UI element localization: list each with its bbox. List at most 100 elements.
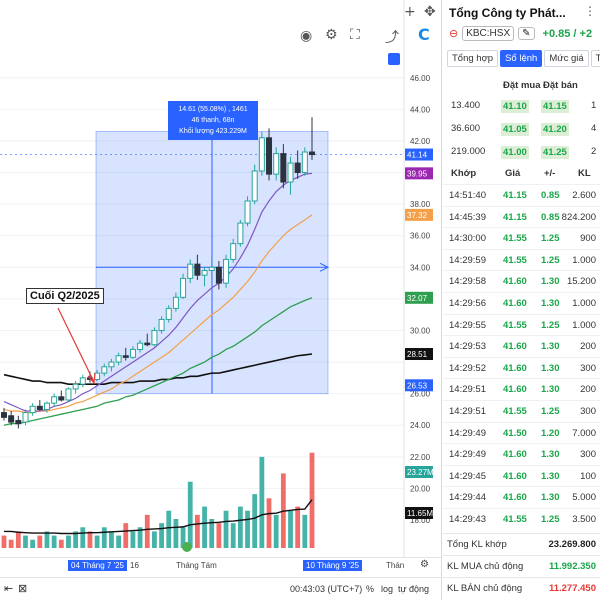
trade-change: 1.25 (541, 514, 560, 525)
candle-body (230, 243, 237, 260)
panel-tabs: Tổng hợp Sổ lệnh Mức giá Thố (447, 50, 600, 67)
volume-bar (80, 527, 86, 548)
summary-row: KL MUA chủ động 11.992.350 (443, 555, 600, 576)
time-axis[interactable]: 04 Tháng 7 '25 16 Tháng Tám 10 Tháng 9 '… (0, 557, 441, 574)
edit-icon[interactable]: ✎ (518, 27, 535, 40)
trade-time: 14:29:53 (449, 341, 486, 353)
trade-volume: 5.000 (572, 492, 596, 504)
trade-price: 41.55 (503, 514, 527, 525)
gear-icon[interactable]: ⚙ (325, 27, 338, 43)
volume-bar (1, 535, 7, 548)
ma-black-line (3, 353, 313, 385)
trade-price: 41.60 (503, 449, 527, 461)
ob-volume: 13.400 (451, 100, 481, 111)
ma-green-line (3, 297, 313, 426)
goto-icon[interactable]: ⊠ (18, 583, 28, 595)
volume-bar (66, 535, 71, 548)
price-tick-label: 30.00 (410, 326, 431, 335)
trade-row[interactable]: 14:29:51 41.55 1.25 300 (443, 400, 600, 422)
trade-row[interactable]: 14:29:55 41.55 1.25 1.000 (443, 313, 600, 336)
trade-price: 41.55 (503, 406, 527, 417)
volume-bar (245, 510, 250, 548)
volume-bar (295, 506, 301, 548)
remove-icon[interactable]: ⊖ (449, 28, 459, 40)
candle-body (287, 162, 294, 183)
price-tick-label: 24.00 (410, 421, 431, 430)
volume-bar (137, 527, 143, 548)
trade-row[interactable]: 14:29:56 41.60 1.30 1.000 (443, 292, 600, 314)
trade-row[interactable]: 14:29:59 41.55 1.25 1.000 (443, 248, 600, 271)
tab-stats[interactable]: Thố (590, 50, 600, 67)
tab-price-levels[interactable]: Mức giá (544, 50, 589, 67)
trades-header: Khớp Giá +/- KL (443, 168, 600, 182)
trade-row[interactable]: 14:30:00 41.55 1.25 900 (443, 227, 600, 249)
trade-time: 14:51:40 (449, 190, 486, 201)
trade-time: 14:29:52 (449, 362, 486, 374)
fullscreen-icon[interactable]: ⛶ (350, 27, 360, 43)
candle-body (201, 269, 208, 276)
candle-body (58, 396, 65, 401)
ob-volume: 36.600 (451, 123, 481, 134)
log-toggle[interactable]: log (381, 584, 394, 594)
summary-label: Tổng KL khớp (447, 539, 507, 550)
trade-row[interactable]: 14:29:45 41.60 1.30 100 (443, 464, 600, 487)
tab-orderbook[interactable]: Sổ lệnh (500, 50, 543, 67)
logo-icon[interactable]: C (418, 25, 430, 44)
candle-body (101, 366, 108, 374)
trade-row[interactable]: 14:29:51 41.60 1.30 200 (443, 378, 600, 400)
trade-row[interactable]: 14:29:43 41.55 1.25 3.500 (443, 508, 600, 530)
trade-volume: 15.200 (566, 276, 596, 288)
trade-row[interactable]: 14:29:44 41.60 1.30 5.000 (443, 486, 600, 508)
auto-toggle[interactable]: tự động (398, 584, 430, 594)
orderbook-header: Đặt mua Đặt bán (443, 80, 600, 94)
trade-row[interactable]: 14:45:39 41.15 0.85 824.200 (443, 205, 600, 228)
share-icon[interactable]: ⤴ (385, 30, 399, 46)
ticker-badge[interactable]: KBC:HSX (462, 26, 515, 41)
candle-body (280, 153, 287, 183)
summary-label: KL MUA chủ động (447, 561, 524, 572)
trade-row[interactable]: 14:29:53 41.60 1.30 200 (443, 335, 600, 357)
trade-time: 14:29:55 (449, 319, 486, 331)
event-marker-icon (182, 542, 192, 552)
percent-toggle[interactable]: % (366, 584, 375, 594)
trade-price: 41.50 (503, 427, 527, 439)
ob-right: 2 (591, 146, 597, 157)
time-settings-icon[interactable]: ⚙ (420, 559, 429, 570)
trade-change: 1.30 (541, 449, 560, 461)
price-tick-label: 26.00 (410, 390, 431, 399)
annotation-label[interactable]: Cuối Q2/2025 (26, 288, 104, 304)
candle-body (115, 355, 122, 363)
trade-row[interactable]: 14:29:49 41.60 1.30 300 (443, 443, 600, 465)
price-tag-bg (405, 379, 433, 392)
orderbook-row[interactable]: 219.000 41.00 41.25 2 (443, 143, 600, 161)
orderbook-row[interactable]: 13.400 41.10 41.15 1 (443, 97, 600, 115)
range-icon[interactable]: ⇤ (4, 583, 14, 595)
candle-body (273, 153, 280, 175)
trade-change: 1.25 (541, 319, 560, 331)
orderbook-row[interactable]: 36.600 41.05 41.20 4 (443, 120, 600, 138)
trade-row[interactable]: 14:51:40 41.15 0.85 2.600 (443, 184, 600, 206)
plus-icon[interactable]: + (404, 4, 416, 20)
time-range-button[interactable]: Thán (386, 561, 405, 570)
volume-bar (73, 531, 79, 548)
trade-row[interactable]: 14:29:58 41.60 1.30 15.200 (443, 270, 600, 292)
volume-bar (44, 531, 50, 548)
trade-volume: 200 (580, 384, 596, 396)
summary-label: KL BÁN chủ động (447, 583, 523, 594)
tab-summary[interactable]: Tổng hợp (447, 50, 499, 67)
trade-row[interactable]: 14:29:49 41.50 1.20 7.000 (443, 421, 600, 444)
candle-body (72, 383, 79, 390)
ma-purple-line (3, 172, 313, 412)
more-icon[interactable]: ⋮ (584, 4, 596, 18)
price-tag-bg (405, 208, 433, 221)
price-tick-label: 42.00 (410, 137, 431, 146)
ob-volume: 219.000 (451, 146, 486, 157)
chart-pane[interactable]: 46.00 44.00 42.00 38.00 36.00 34.00 30.00 26.00… (0, 0, 442, 600)
move-icon[interactable]: ✥ (424, 4, 436, 20)
collapse-icon[interactable] (388, 53, 400, 65)
price-tick-label: 38.00 (410, 200, 431, 209)
summary-value: 23.269.800 (548, 539, 596, 550)
annotation-arrow-head (87, 372, 96, 385)
trade-row[interactable]: 14:29:52 41.60 1.30 300 (443, 356, 600, 379)
camera-icon[interactable]: ◉ (300, 28, 313, 44)
